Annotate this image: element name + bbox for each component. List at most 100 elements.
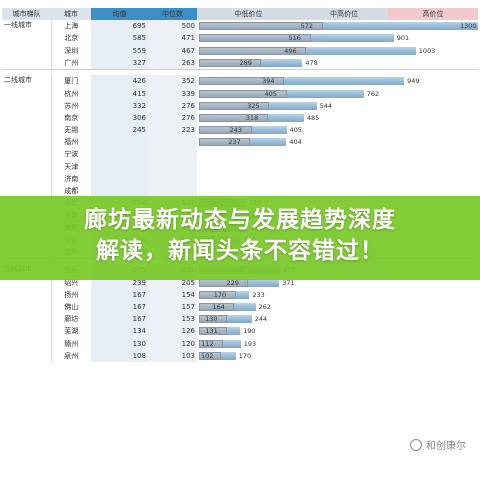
price-bars: 112 193 <box>199 338 476 350</box>
city-cell: 赣州 <box>50 337 91 350</box>
low-mid-label: 325 <box>247 101 260 110</box>
headline: 廊坊最新动态与发展趋势深度 解读，新闻头条不容错过！ <box>0 205 480 267</box>
median-cell: 500 <box>148 20 197 33</box>
mid-high-label: 190 <box>243 327 256 336</box>
low-mid-label: 237 <box>228 138 241 147</box>
table-row: 深圳 559 467 496 1003 <box>2 44 478 57</box>
median-cell <box>148 160 197 173</box>
tier-separator <box>2 68 478 76</box>
avg-cell: 167 <box>91 300 148 314</box>
mid-high-label: 544 <box>319 101 332 110</box>
median-cell: 467 <box>148 44 197 57</box>
header-high: 高价位 <box>388 8 478 21</box>
city-cell: 杭州 <box>50 87 91 100</box>
avg-cell: 559 <box>91 44 148 57</box>
price-bars-cell: 112 193 <box>197 338 478 350</box>
header-tier: 城市梯队 <box>2 8 51 21</box>
table-row: 廊坊 167 153 130 244 <box>2 313 478 326</box>
price-bars: 237 404 <box>199 136 476 148</box>
table-row: 杭州 415 339 405 762 <box>2 87 478 100</box>
median-cell: 154 <box>148 288 197 301</box>
low-mid-label: 102 <box>201 351 214 360</box>
price-bars-cell: 130 244 <box>197 313 478 325</box>
low-mid-bar <box>199 327 228 336</box>
low-mid-label: 289 <box>239 58 252 67</box>
table-row: 南京 306 276 318 485 <box>2 111 478 124</box>
avg-cell: 245 <box>91 124 148 137</box>
low-mid-bar <box>199 46 307 55</box>
table-body: 一线城市 上海 695 500 572 1300 北京 585 471 516 901 深圳 559 46… <box>2 20 478 362</box>
low-mid-bar <box>199 77 285 86</box>
median-cell <box>148 184 197 198</box>
watermark: 和创康尔 <box>410 437 466 452</box>
avg-cell: 426 <box>91 75 148 88</box>
median-cell: 103 <box>148 349 197 362</box>
city-cell: 廊坊 <box>50 313 91 326</box>
low-mid-label: 516 <box>288 34 301 43</box>
price-bars-cell <box>197 173 478 185</box>
median-cell: 153 <box>148 313 197 326</box>
price-bars-cell: 243 405 <box>197 124 478 136</box>
low-mid-label: 170 <box>213 290 227 299</box>
median-cell: 120 <box>148 337 197 350</box>
price-bars-cell: 325 544 <box>197 100 478 112</box>
table-row: 扬州 167 154 170 233 <box>2 288 478 301</box>
price-bars <box>199 173 476 185</box>
table-row: 福州 237 404 <box>2 136 478 149</box>
price-bars: 318 485 <box>199 112 476 124</box>
price-bars-cell: 131 190 <box>197 325 478 337</box>
price-bars-cell: 516 901 <box>197 32 478 44</box>
mid-high-label: 949 <box>407 77 420 86</box>
watermark-text: 和创康尔 <box>426 441 466 452</box>
city-cell: 济南 <box>50 172 91 185</box>
city-cell: 宁波 <box>50 148 91 161</box>
table-row: 一线城市 上海 695 500 572 1300 <box>2 20 478 33</box>
price-bars-cell <box>197 161 478 173</box>
price-bars-cell: 394 949 <box>197 75 478 87</box>
avg-cell: 695 <box>91 20 148 33</box>
city-cell: 深圳 <box>50 44 91 57</box>
mid-high-bar <box>261 58 303 67</box>
city-cell: 广州 <box>50 56 91 70</box>
price-bars: 325 544 <box>199 100 476 112</box>
header-avg: 均值 <box>91 8 148 21</box>
table-row: 天津 <box>2 160 478 173</box>
price-bars <box>199 148 476 160</box>
price-bars-cell: 164 262 <box>197 301 478 313</box>
low-mid-bar <box>199 58 262 67</box>
price-bars-cell: 318 485 <box>197 112 478 124</box>
mid-high-bar <box>248 278 280 287</box>
tier-label: 一线城市 <box>4 21 32 30</box>
avg-cell <box>91 172 148 185</box>
table-row: 北京 585 471 516 901 <box>2 32 478 45</box>
mid-high-label: 405 <box>289 126 302 135</box>
low-mid-bar <box>199 303 235 312</box>
table-row: 二线城市 厦门 426 352 394 949 <box>2 75 478 88</box>
table-row: 佛山 167 157 164 262 <box>2 300 478 314</box>
city-cell: 泉州 <box>50 349 91 362</box>
mid-high-bar <box>306 46 416 55</box>
low-mid-bar <box>199 339 224 348</box>
price-bars-cell: 496 1003 <box>197 45 478 57</box>
table-row: 泉州 108 103 102 170 <box>2 349 478 362</box>
mid-high-label: 170 <box>238 351 252 360</box>
price-bars-cell: 170 233 <box>197 289 478 301</box>
headline-overlay <box>0 196 480 280</box>
price-bars-cell: 102 170 <box>197 350 478 362</box>
low-mid-label: 405 <box>264 89 277 98</box>
low-mid-label: 164 <box>212 303 225 312</box>
price-bars-cell: 289 478 <box>197 57 478 70</box>
avg-cell: 332 <box>91 99 148 112</box>
median-cell <box>148 136 197 149</box>
low-mid-label: 394 <box>262 77 275 86</box>
low-mid-label: 572 <box>300 22 314 31</box>
price-bars: 516 901 <box>199 32 476 44</box>
avg-cell: 306 <box>91 111 148 124</box>
city-cell: 佛山 <box>50 300 91 314</box>
headline-line-1: 廊坊最新动态与发展趋势深度 <box>84 207 396 233</box>
mid-high-label: 193 <box>243 339 257 348</box>
low-mid-label: 229 <box>226 278 239 287</box>
low-mid-label: 496 <box>284 46 297 55</box>
mid-high-label: 404 <box>289 138 302 147</box>
mid-high-label: 262 <box>258 303 272 312</box>
